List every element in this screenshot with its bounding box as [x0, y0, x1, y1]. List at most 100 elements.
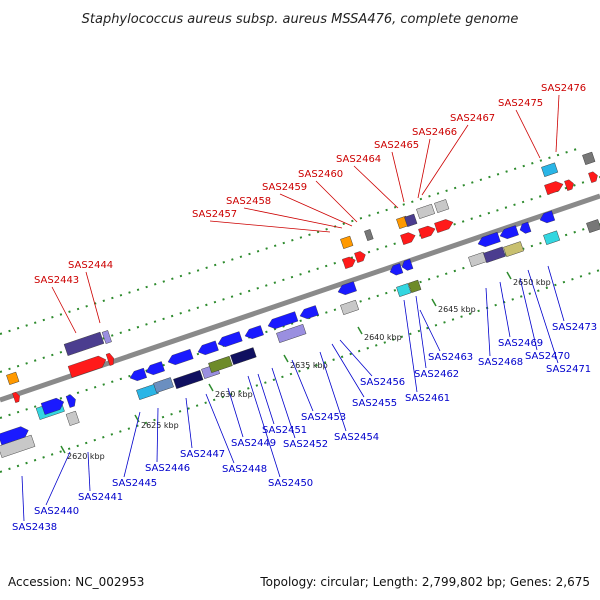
gene-arrow	[337, 281, 357, 295]
gene-arrow	[217, 331, 243, 347]
gene-arrow	[354, 251, 366, 263]
gene-arrow	[105, 352, 114, 366]
reverse-gene-label: SAS2470	[525, 351, 570, 362]
forward-gene-label: SAS2444	[68, 260, 113, 271]
gene-arrow	[418, 225, 436, 239]
forward-gene-label: SAS2458	[226, 196, 271, 207]
gene-box	[582, 151, 596, 165]
gene-arrow	[299, 305, 319, 319]
gene-arrow	[499, 225, 519, 239]
gene-box	[416, 203, 436, 219]
reverse-gene-label: SAS2453	[301, 412, 346, 423]
gene-arrow	[477, 231, 501, 247]
forward-gene-labels: SAS2443 SAS2444 SAS2457 SAS2458 SAS2459 SAS24…	[34, 83, 586, 286]
reverse-gene-label: SAS2462	[414, 369, 459, 380]
reverse-gene-label: SAS2441	[78, 492, 123, 503]
gene-arrow	[519, 221, 532, 234]
reverse-gene-label: SAS2445	[112, 478, 157, 489]
kbp-tick-label: 2630 kbp	[215, 390, 253, 399]
gene-box	[63, 331, 105, 356]
gene-box	[340, 299, 360, 315]
forward-gene-label: SAS2475	[498, 98, 543, 109]
forward-gene-label: SAS2467	[450, 113, 495, 124]
forward-gene-label: SAS2459	[262, 182, 307, 193]
reverse-gene-label: SAS2450	[268, 478, 313, 489]
gene-box	[173, 369, 204, 389]
gene-arrow	[564, 179, 574, 191]
forward-gene-label: SAS2443	[34, 275, 79, 286]
reverse-gene-label: SAS2456	[360, 377, 405, 388]
gene-arrow	[389, 263, 404, 276]
gene-arrow	[0, 426, 29, 446]
gene-arrow	[12, 391, 20, 403]
reverse-gene-label: SAS2449	[231, 438, 276, 449]
accession-text: Accession: NC_002953	[8, 575, 144, 589]
gene-box	[153, 377, 174, 393]
gene-arrow	[67, 355, 107, 378]
reverse-gene-label: SAS2447	[180, 449, 225, 460]
gene-arrow	[401, 258, 414, 271]
gene-arrow	[167, 349, 194, 365]
reverse-gene-label: SAS2463	[428, 352, 473, 363]
forward-gene-label: SAS2460	[298, 169, 343, 180]
gene-box	[364, 229, 374, 241]
gene-features	[0, 151, 600, 458]
reverse-gene-label: SAS2468	[478, 357, 523, 368]
gene-box	[208, 355, 233, 373]
reverse-gene-labels: SAS2438 SAS2440 SAS2441 SAS2445 SAS2446 SAS24…	[12, 322, 597, 533]
forward-gene-label: SAS2476	[541, 83, 586, 94]
gene-arrow	[400, 232, 416, 245]
gene-arrow	[244, 325, 264, 339]
reverse-gene-label: SAS2455	[352, 398, 397, 409]
gene-box	[541, 162, 559, 177]
gene-box	[434, 199, 450, 213]
gene-arrow	[342, 256, 356, 269]
reverse-gene-label: SAS2438	[12, 522, 57, 533]
leader-lines	[21, 94, 565, 522]
gene-box	[543, 230, 561, 245]
gene-box	[101, 330, 112, 344]
gene-arrow	[588, 171, 598, 183]
kbp-tick-label: 2620 kbp	[67, 452, 105, 461]
reverse-gene-label: SAS2446	[145, 463, 190, 474]
reverse-gene-label: SAS2454	[334, 432, 379, 443]
gene-arrow	[145, 361, 165, 375]
kbp-tick-label: 2635 kbp	[290, 361, 328, 370]
gene-box	[483, 246, 506, 263]
reverse-gene-label: SAS2471	[546, 364, 591, 375]
gene-arrow	[267, 311, 299, 329]
gene-arrow	[539, 210, 556, 224]
kbp-tick-label: 2645 kbp	[438, 305, 476, 314]
reverse-gene-label: SAS2448	[222, 464, 267, 475]
gene-box	[408, 279, 422, 293]
genome-stats-text: Topology: circular; Length: 2,799,802 bp…	[259, 575, 590, 589]
gene-box	[230, 347, 257, 365]
gene-arrow	[544, 181, 564, 195]
forward-gene-label: SAS2465	[374, 140, 419, 151]
gene-box	[65, 410, 80, 426]
reverse-gene-label: SAS2461	[405, 393, 450, 404]
gene-box	[404, 213, 418, 227]
gene-arrow	[197, 340, 219, 355]
reverse-gene-label: SAS2452	[283, 439, 328, 450]
forward-gene-label: SAS2457	[192, 209, 237, 220]
gene-box	[503, 241, 524, 257]
kbp-tick-label: 2640 kbp	[364, 333, 402, 342]
map-title: Staphylococcus aureus subsp. aureus MSSA…	[82, 12, 519, 27]
dotted-guide-lines	[0, 147, 600, 473]
gene-arrow	[434, 219, 454, 233]
gene-arrow	[65, 394, 76, 408]
gene-arrow	[129, 367, 147, 381]
reverse-gene-label: SAS2451	[262, 425, 307, 436]
reverse-gene-label: SAS2440	[34, 506, 79, 517]
gene-box	[276, 323, 307, 343]
gene-box	[0, 434, 36, 458]
kbp-tick-label: 2625 kbp	[141, 421, 179, 430]
reverse-gene-label: SAS2473	[552, 322, 597, 333]
gene-arrow	[40, 398, 65, 415]
forward-gene-label: SAS2466	[412, 127, 457, 138]
gene-box	[396, 283, 412, 297]
forward-gene-label: SAS2464	[336, 154, 381, 165]
gene-box	[340, 235, 354, 249]
